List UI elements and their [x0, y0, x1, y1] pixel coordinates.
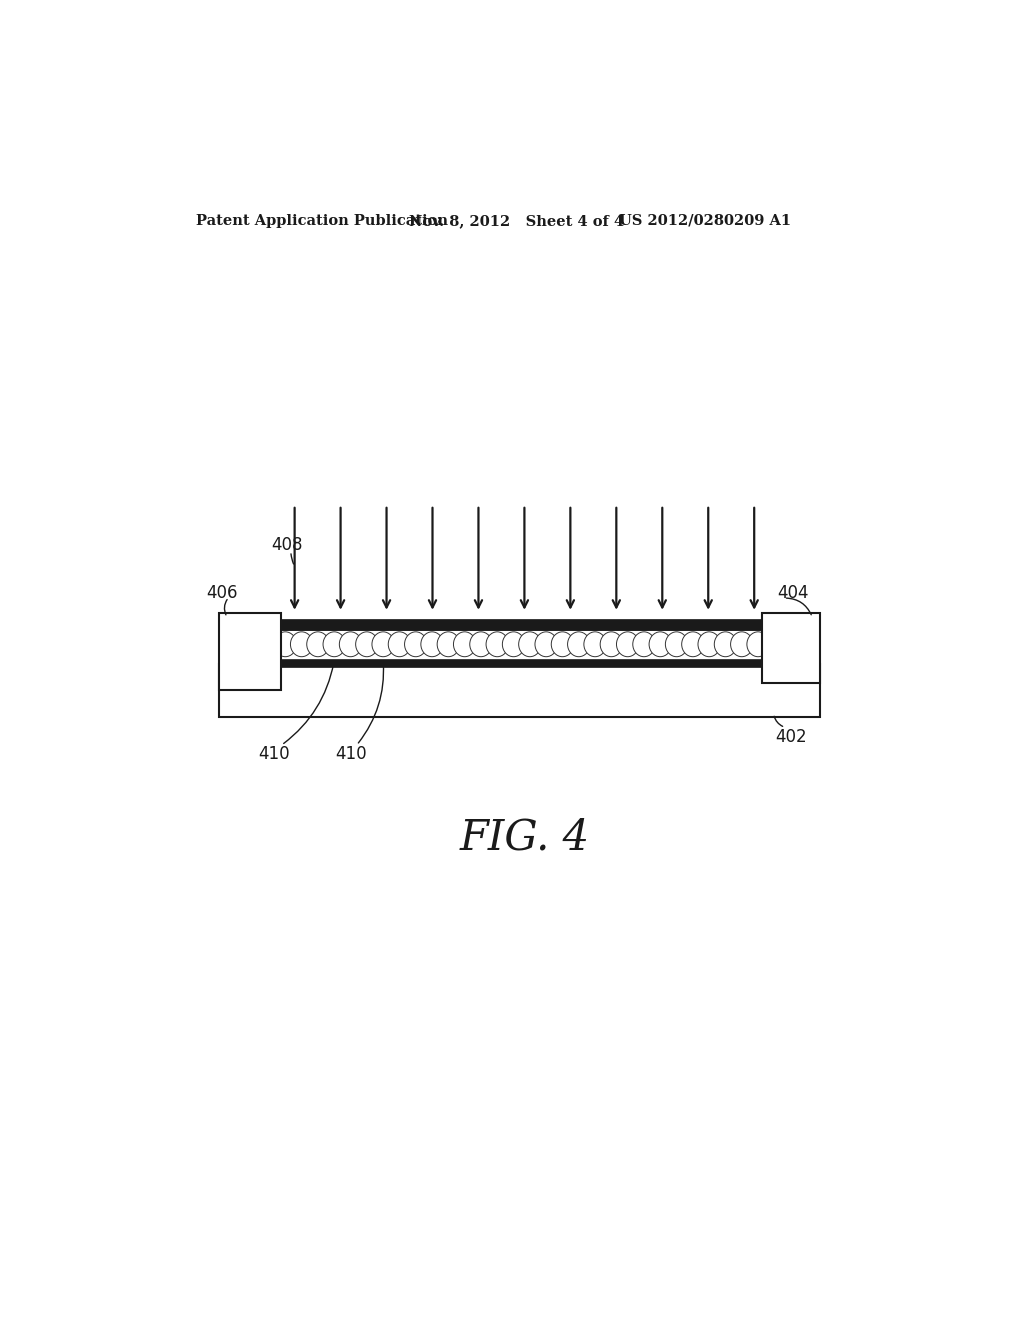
Ellipse shape	[486, 632, 509, 657]
Bar	[219, 664, 820, 718]
Ellipse shape	[291, 632, 312, 657]
Ellipse shape	[616, 632, 639, 657]
Ellipse shape	[551, 632, 573, 657]
Ellipse shape	[633, 632, 655, 657]
Text: 402: 402	[775, 729, 807, 746]
Ellipse shape	[437, 632, 460, 657]
Text: 406: 406	[206, 583, 238, 602]
Ellipse shape	[355, 632, 378, 657]
Text: Nov. 8, 2012   Sheet 4 of 4: Nov. 8, 2012 Sheet 4 of 4	[409, 214, 624, 228]
Bar	[762, 614, 820, 682]
Text: FIG. 4: FIG. 4	[460, 817, 590, 859]
Ellipse shape	[584, 632, 606, 657]
Ellipse shape	[454, 632, 476, 657]
Text: 404: 404	[777, 583, 809, 602]
Bar	[219, 659, 820, 667]
Ellipse shape	[388, 632, 411, 657]
Ellipse shape	[666, 632, 688, 657]
Ellipse shape	[503, 632, 524, 657]
Ellipse shape	[470, 632, 493, 657]
Text: 410: 410	[336, 744, 368, 763]
Ellipse shape	[519, 632, 541, 657]
Ellipse shape	[649, 632, 672, 657]
Ellipse shape	[404, 632, 427, 657]
Ellipse shape	[274, 632, 297, 657]
Ellipse shape	[535, 632, 557, 657]
Text: 410: 410	[258, 744, 290, 763]
Ellipse shape	[730, 632, 753, 657]
Text: US 2012/0280209 A1: US 2012/0280209 A1	[620, 214, 792, 228]
Ellipse shape	[307, 632, 329, 657]
Bar	[282, 619, 762, 630]
Text: 408: 408	[271, 536, 303, 554]
Text: Patent Application Publication: Patent Application Publication	[197, 214, 449, 228]
Ellipse shape	[323, 632, 345, 657]
Ellipse shape	[746, 632, 769, 657]
Bar	[282, 630, 762, 659]
Ellipse shape	[600, 632, 623, 657]
Ellipse shape	[715, 632, 736, 657]
Ellipse shape	[421, 632, 443, 657]
Ellipse shape	[339, 632, 361, 657]
Ellipse shape	[682, 632, 705, 657]
Ellipse shape	[567, 632, 590, 657]
Ellipse shape	[698, 632, 720, 657]
Ellipse shape	[372, 632, 394, 657]
Bar	[219, 614, 282, 690]
